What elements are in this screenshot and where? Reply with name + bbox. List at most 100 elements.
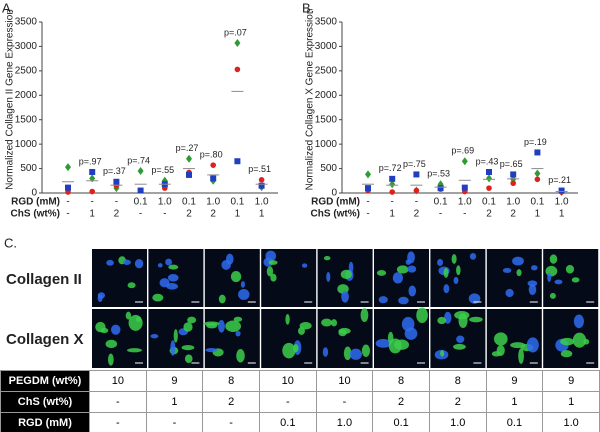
cell <box>183 322 193 332</box>
chart-b: B.Normalized Collagen X Gene Expression 0… <box>302 0 578 220</box>
x-tick-label: - <box>366 209 369 220</box>
cell <box>235 330 241 337</box>
table-cell: 9 <box>145 370 204 392</box>
table-row: ChS (wt%) -1 2- -2 2 1 1 <box>0 391 600 413</box>
x-tick-label: - <box>66 209 69 220</box>
table-cell: 10 <box>89 370 147 392</box>
cell <box>528 284 537 296</box>
p-value: p=.27 <box>176 143 199 153</box>
cell <box>518 348 524 364</box>
cell <box>122 259 131 265</box>
cell <box>560 350 573 358</box>
cell <box>236 349 245 363</box>
cell <box>505 288 514 298</box>
panel-label: A. <box>2 0 14 15</box>
cell <box>408 285 417 297</box>
cell <box>378 296 388 304</box>
data-point <box>234 39 241 48</box>
cell <box>527 280 538 287</box>
cell <box>360 308 369 323</box>
table-cell: 8 <box>428 370 487 392</box>
cell <box>206 322 218 329</box>
cell <box>388 338 402 354</box>
data-point <box>413 171 420 178</box>
x-row-name: ChS (wt%) <box>11 209 60 220</box>
p-value: p=.72 <box>379 163 402 173</box>
cell <box>110 324 121 335</box>
x-row-name: RGD (mM) <box>311 197 360 208</box>
data-point <box>89 168 96 175</box>
p-value: p=.80 <box>200 150 223 160</box>
cell <box>170 340 176 356</box>
cell <box>125 311 132 320</box>
y-tick-label: 0 <box>31 188 37 199</box>
cell <box>187 316 197 324</box>
cell <box>560 337 575 346</box>
cell <box>443 284 450 294</box>
cell <box>545 265 558 277</box>
p-value: p=.19 <box>524 137 547 147</box>
cell <box>341 290 349 303</box>
cell <box>453 343 466 350</box>
cell <box>105 339 118 349</box>
table-cell: 0.1 <box>485 412 544 432</box>
table-cell: 10 <box>258 370 317 392</box>
y-tick-label: 1500 <box>15 114 38 125</box>
cell <box>453 276 459 285</box>
cell <box>167 274 179 282</box>
cell <box>106 259 114 266</box>
x-tick-label: 2 <box>210 209 216 220</box>
x-tick-label: 0.1 <box>230 197 244 208</box>
table-cell: - <box>89 391 147 413</box>
cell <box>240 281 246 288</box>
cell <box>405 259 412 265</box>
cell <box>184 354 193 364</box>
table-cell: 2 <box>202 391 260 413</box>
y-axis-label: Normalized Collagen X Gene Expression <box>305 9 316 191</box>
cell <box>225 253 234 265</box>
cell <box>268 260 278 265</box>
data-point <box>558 187 565 194</box>
cell <box>443 268 449 278</box>
cell <box>340 269 352 280</box>
x-row-name: RGD (mM) <box>11 197 60 208</box>
cell <box>398 296 409 305</box>
data-point <box>258 182 265 189</box>
cell <box>396 265 409 274</box>
cell <box>376 269 387 276</box>
table-cell: 1 <box>145 391 204 413</box>
cell <box>297 327 305 335</box>
x-tick-label: - <box>439 209 442 220</box>
cell <box>526 337 539 353</box>
table-cell: - <box>202 412 260 432</box>
x-tick-label: 1.0 <box>506 197 520 208</box>
y-tick-label: 2500 <box>15 65 38 76</box>
cell <box>181 344 195 351</box>
x-tick-label: - <box>391 197 394 208</box>
cell <box>233 316 243 322</box>
row-label: Collagen II <box>6 271 82 288</box>
cell <box>331 319 338 327</box>
table-cell: - <box>315 391 374 413</box>
data-point <box>437 185 444 192</box>
data-point <box>113 178 120 185</box>
cell <box>547 272 552 282</box>
data-point <box>137 187 144 194</box>
cell <box>565 264 575 274</box>
cell <box>321 318 333 327</box>
cell <box>573 314 584 329</box>
cell <box>218 319 225 333</box>
cell <box>301 263 308 268</box>
table-cell: 8 <box>372 370 430 392</box>
x-tick-label: - <box>366 197 369 208</box>
x-tick-label: 1 <box>235 209 241 220</box>
x-tick-label: 2 <box>186 209 192 220</box>
data-point <box>413 187 420 194</box>
p-value: p=.51 <box>248 164 271 174</box>
data-point <box>461 184 468 191</box>
table-cell: 0.1 <box>258 412 317 432</box>
cell <box>323 256 331 261</box>
y-tick-label: 2500 <box>315 65 338 76</box>
data-point <box>234 66 241 73</box>
